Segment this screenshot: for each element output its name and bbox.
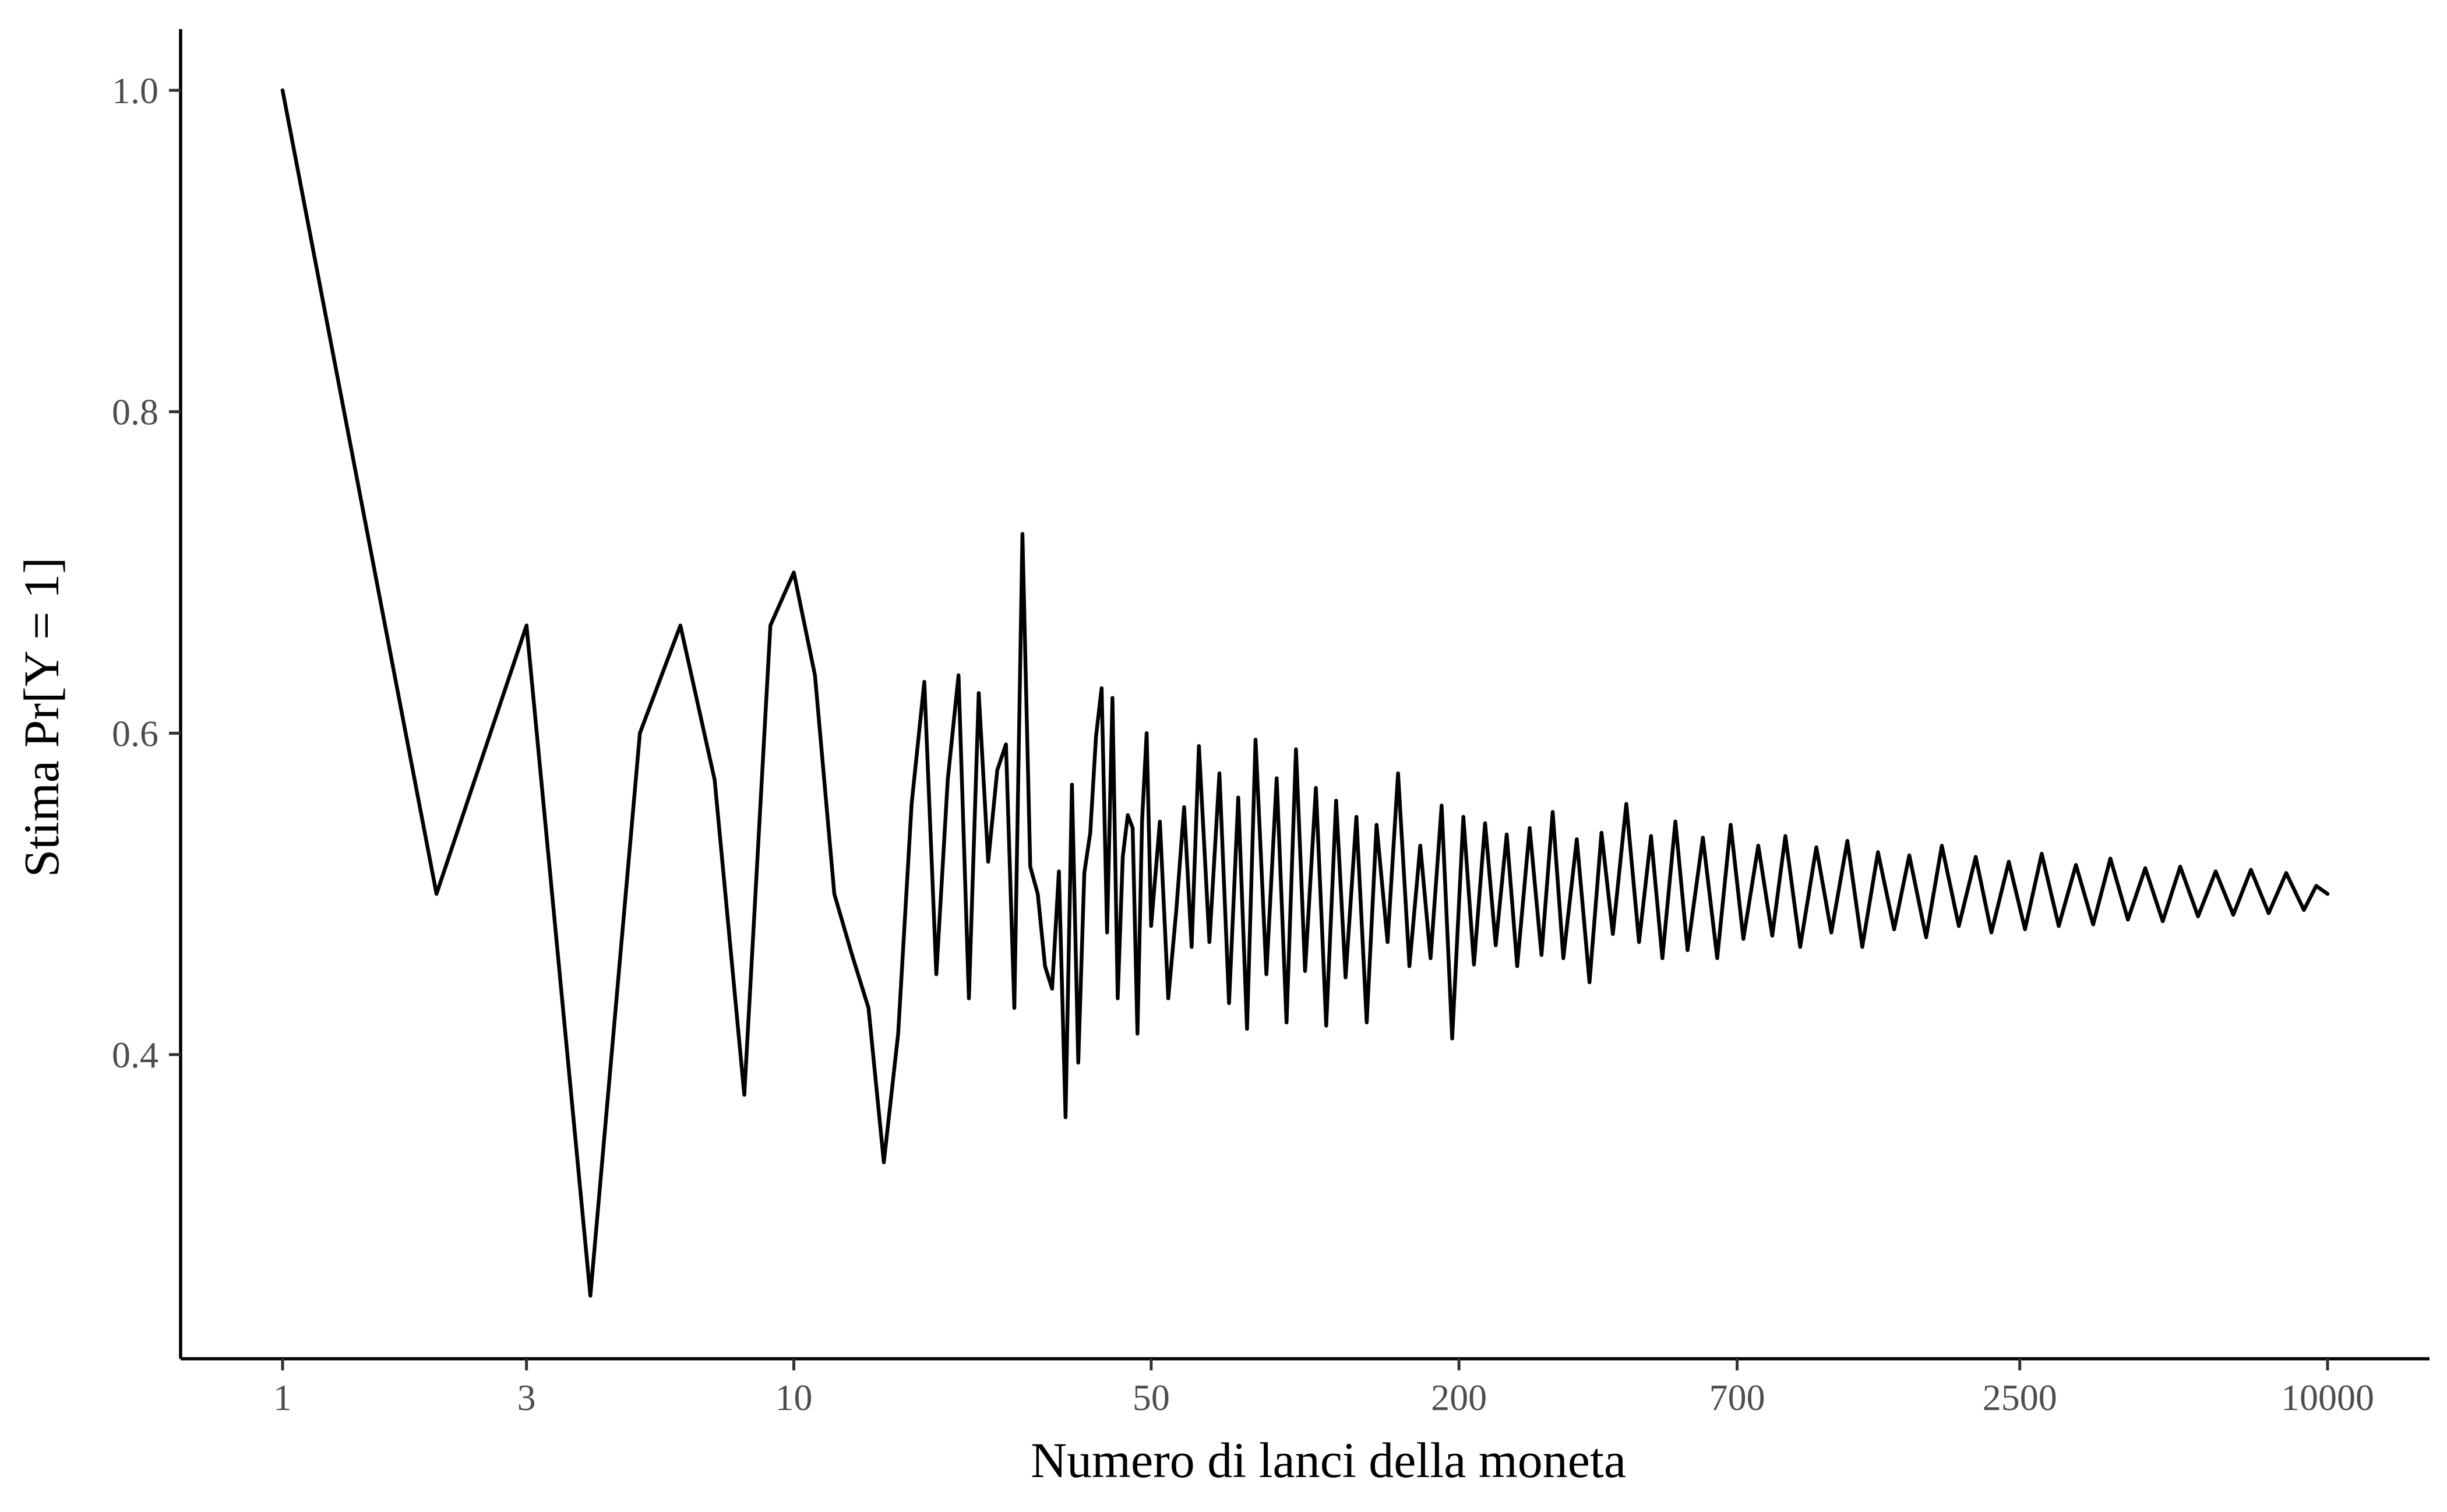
y-axis-title: Stima Pr[Y = 1] xyxy=(13,557,69,877)
y-tick-label: 0.4 xyxy=(112,1034,158,1076)
x-tick-label: 50 xyxy=(1133,1377,1170,1418)
x-tick-label: 10000 xyxy=(2281,1377,2374,1418)
series-line xyxy=(280,88,2330,1298)
x-tick-label: 10 xyxy=(775,1377,813,1418)
x-tick-label: 1 xyxy=(273,1377,292,1418)
y-tick-label: 0.8 xyxy=(112,392,158,433)
x-axis-title: Numero di lanci della moneta xyxy=(1031,1432,1626,1488)
y-tick-label: 0.6 xyxy=(112,713,158,754)
y-axis: 0.4 0.6 0.8 1.0 xyxy=(112,29,182,1359)
x-tick-label: 2500 xyxy=(1983,1377,2057,1418)
x-axis: 1 3 10 50 200 700 2500 10000 xyxy=(181,1357,2430,1418)
x-tick-label: 3 xyxy=(517,1377,536,1418)
y-tick-label: 1.0 xyxy=(112,70,158,111)
x-tick-label: 200 xyxy=(1431,1377,1487,1418)
series-layer xyxy=(280,88,2330,1298)
x-tick-label: 700 xyxy=(1709,1377,1765,1418)
